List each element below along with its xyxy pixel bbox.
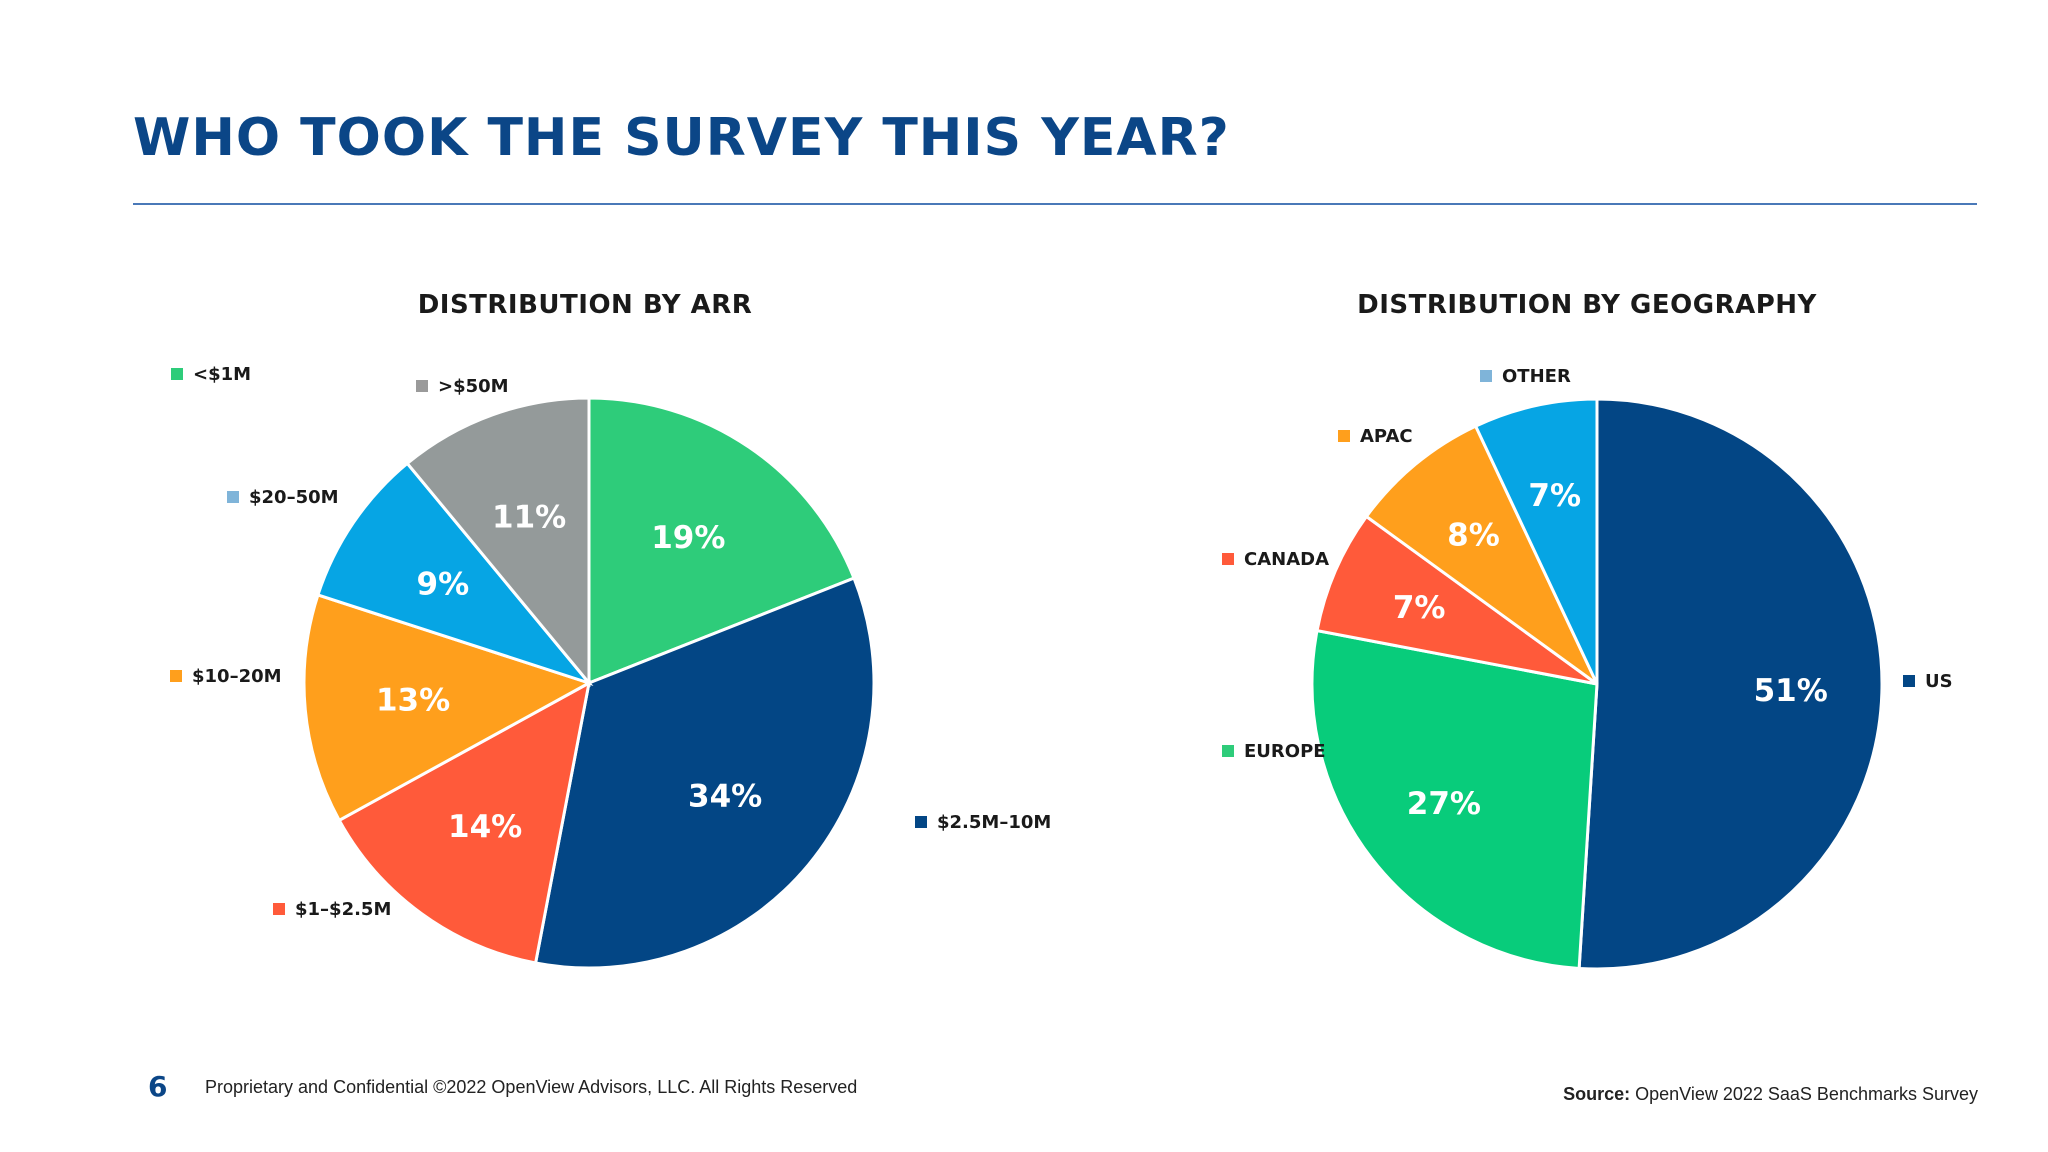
geo-legend-swatch-us [1903, 675, 1915, 687]
arr-slice-label-50m: 11% [492, 500, 566, 536]
geo-slice-canada [1315, 514, 1598, 686]
arr-slice-10-20m [302, 593, 593, 823]
page-number: 6 [148, 1070, 168, 1103]
geo-legend-swatch-canada [1222, 553, 1234, 565]
geography-legend: US EUROPE CANADA APAC OTHER [1222, 366, 1953, 762]
arr-legend-swatch-50m [416, 380, 428, 392]
arr-legend-label-1m: <$1M [193, 364, 251, 385]
arr-legend-label-10-20m: $10–20M [192, 666, 282, 687]
geo-legend-label-apac: APAC [1360, 426, 1413, 447]
arr-legend-label-50m: >$50M [438, 376, 509, 397]
arr-legend-label-2-5m-10m: $2.5M–10M [937, 812, 1051, 833]
arr-slice-label-20-50m: 9% [417, 567, 470, 603]
source-text: OpenView 2022 SaaS Benchmarks Survey [1635, 1084, 1978, 1104]
arr-legend-swatch-20-50m [227, 491, 239, 503]
geography-pie-chart: 51%27%7%8%7% [1310, 397, 1884, 971]
page-title: WHO TOOK THE SURVEY THIS YEAR? [133, 108, 1230, 168]
arr-slice-label-2-5m-10m: 34% [688, 779, 762, 815]
geo-slice-label-apac: 8% [1447, 518, 1500, 554]
arr-chart-title: DISTRIBUTION BY ARR [418, 290, 753, 320]
arr-slice-1-2-5m [337, 680, 592, 965]
arr-slice-label-1m: 19% [651, 520, 725, 556]
geo-legend-swatch-apac [1338, 430, 1350, 442]
arr-legend-label-1-2-5m: $1–$2.5M [295, 899, 391, 920]
arr-slice-20-50m [316, 461, 594, 687]
arr-slice-label-10-20m: 13% [376, 683, 450, 719]
geo-slice-label-other: 7% [1528, 478, 1581, 514]
source-note: Source: OpenView 2022 SaaS Benchmarks Su… [1563, 1084, 1978, 1105]
geo-slice-europe [1310, 628, 1599, 971]
geo-slice-us [1577, 397, 1884, 971]
geo-legend-label-other: OTHER [1502, 366, 1571, 387]
arr-slice-1m [587, 396, 856, 686]
geo-legend-swatch-europe [1222, 745, 1234, 757]
arr-legend-swatch-10-20m [170, 670, 182, 682]
geo-slice-label-canada: 7% [1393, 590, 1446, 626]
arr-slice-50m [405, 396, 591, 688]
geo-slice-label-us: 51% [1754, 673, 1828, 709]
arr-legend: <$1M $2.5M–10M $1–$2.5M $10–20M $20–50M >$50M [170, 364, 1051, 920]
arr-legend-label-20-50m: $20–50M [249, 487, 339, 508]
geo-chart-title: DISTRIBUTION BY GEOGRAPHY [1357, 290, 1817, 320]
footer-copyright: Proprietary and Confidential ©2022 OpenV… [205, 1077, 858, 1097]
arr-slice-label-1-2-5m: 14% [448, 809, 522, 845]
geo-slice-other [1473, 397, 1599, 685]
arr-legend-swatch-2-5m-10m [915, 816, 927, 828]
geo-legend-label-canada: CANADA [1244, 549, 1329, 570]
arr-slice-2-5m-10m [533, 576, 876, 970]
arr-legend-swatch-1-2-5m [273, 903, 285, 915]
arr-pie-chart: 19% 34% 14% 13% 9% 11% [302, 396, 876, 970]
geo-slice-label-europe: 27% [1407, 786, 1481, 822]
geo-legend-label-us: US [1925, 671, 1953, 692]
source-label: Source: [1563, 1084, 1631, 1104]
geo-legend-swatch-other [1480, 370, 1492, 382]
arr-legend-swatch-1m [171, 368, 183, 380]
title-divider [133, 203, 1977, 205]
geo-slice-apac [1364, 424, 1599, 686]
geo-legend-label-europe: EUROPE [1244, 741, 1326, 762]
